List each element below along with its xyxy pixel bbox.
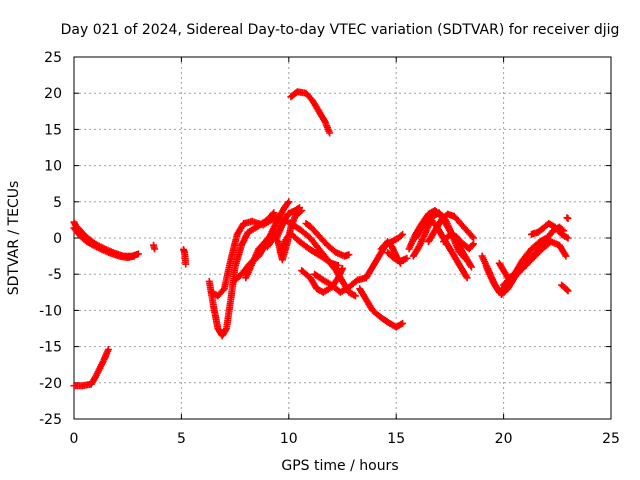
x-tick-label: 5 xyxy=(177,431,186,447)
data-point-markers xyxy=(70,224,138,261)
x-axis-label: GPS time / hours xyxy=(281,458,398,474)
series-arc-3 xyxy=(70,346,112,390)
y-tick-label: -10 xyxy=(39,303,62,319)
series-arc-17 xyxy=(356,285,407,331)
series-arc-25 xyxy=(440,230,477,253)
y-tick-label: -15 xyxy=(39,340,62,356)
data-point-markers xyxy=(302,220,353,260)
data-point-markers xyxy=(298,264,346,296)
y-tick-label: 15 xyxy=(44,122,62,138)
y-tick-label: 20 xyxy=(44,86,62,102)
data-series xyxy=(70,88,572,390)
series-arc-9 xyxy=(231,198,293,284)
series-arc-14 xyxy=(287,88,334,137)
series-arc-4 xyxy=(150,241,159,253)
series-arc-24 xyxy=(424,210,477,246)
data-point-markers xyxy=(70,346,112,390)
series-arc-13 xyxy=(302,220,353,260)
data-point-markers xyxy=(231,198,293,284)
data-point-markers xyxy=(208,212,282,300)
series-arc-2 xyxy=(70,224,138,261)
data-point-markers xyxy=(528,220,572,242)
series-arc-5 xyxy=(180,246,190,268)
x-tick-label: 15 xyxy=(387,431,405,447)
series-arc-7 xyxy=(208,212,282,300)
x-tick-label: 0 xyxy=(70,431,79,447)
y-axis-label: SDTVAR / TECUs xyxy=(6,181,22,296)
data-point-markers xyxy=(500,238,570,289)
series-arc-31 xyxy=(558,281,572,295)
series-arc-30 xyxy=(528,220,572,242)
series-arc-32 xyxy=(563,214,572,222)
y-tick-label: 5 xyxy=(53,195,62,211)
data-point-markers xyxy=(558,281,572,295)
x-tick-label: 20 xyxy=(495,431,513,447)
x-tick-label: 10 xyxy=(280,431,298,447)
y-axis: -25 -20 -15 -10 -5 0 5 10 15 20 25 xyxy=(39,50,611,428)
data-point-markers xyxy=(563,214,572,222)
data-point-markers xyxy=(440,230,477,253)
series-arc-20 xyxy=(384,249,411,265)
y-tick-label: 10 xyxy=(44,159,62,175)
y-tick-label: -5 xyxy=(48,267,62,283)
grid-lines xyxy=(74,57,611,419)
data-point-markers xyxy=(180,246,190,268)
series-arc-16 xyxy=(298,264,346,296)
y-tick-label: -20 xyxy=(39,376,62,392)
data-point-markers xyxy=(356,285,407,331)
x-axis: 0 5 10 15 20 25 xyxy=(70,57,620,447)
x-tick-label: 25 xyxy=(602,431,620,447)
data-point-markers xyxy=(384,249,411,265)
y-tick-label: 0 xyxy=(53,231,62,247)
chart-title: Day 021 of 2024, Sidereal Day-to-day VTE… xyxy=(61,22,620,38)
data-point-markers xyxy=(287,88,334,137)
data-point-markers xyxy=(150,241,159,253)
y-tick-label: 25 xyxy=(44,50,62,66)
y-tick-label: -25 xyxy=(39,412,62,428)
series-arc-29 xyxy=(500,238,570,289)
data-point-markers xyxy=(424,210,477,246)
